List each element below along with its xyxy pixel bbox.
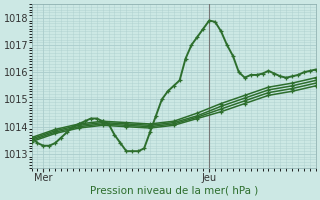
X-axis label: Pression niveau de la mer( hPa ): Pression niveau de la mer( hPa ) <box>90 186 258 196</box>
